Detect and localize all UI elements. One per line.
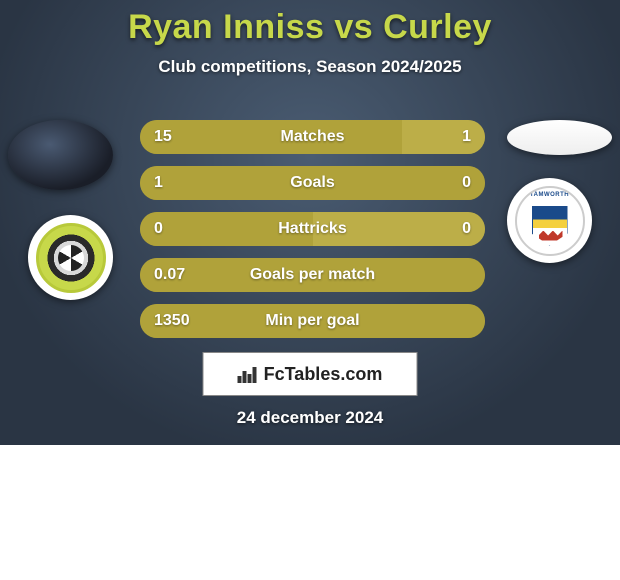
club-right-label: TAMWORTH xyxy=(517,192,583,198)
shield-icon xyxy=(532,206,568,246)
comparison-card: Ryan Inniss vs Curley Club competitions,… xyxy=(0,0,620,445)
brand-text: FcTables.com xyxy=(264,364,383,385)
stat-label: Hattricks xyxy=(140,220,485,238)
date-label: 24 december 2024 xyxy=(0,408,620,428)
stat-row: 151Matches xyxy=(140,120,485,154)
club-left-badge xyxy=(28,215,113,300)
stat-label: Matches xyxy=(140,128,485,146)
stat-row: 10Goals xyxy=(140,166,485,200)
forest-green-rovers-icon xyxy=(36,223,106,293)
stat-label: Min per goal xyxy=(140,312,485,330)
stat-label: Goals xyxy=(140,174,485,192)
subtitle: Club competitions, Season 2024/2025 xyxy=(0,57,620,77)
stat-label: Goals per match xyxy=(140,266,485,284)
stat-row: 0.07Goals per match xyxy=(140,258,485,292)
stats-table: 151Matches 10Goals 00Hattricks 0.07Goals pe… xyxy=(140,120,485,350)
club-right-badge: TAMWORTH xyxy=(507,178,592,263)
stat-row: 00Hattricks xyxy=(140,212,485,246)
player-left-avatar xyxy=(8,120,113,190)
tamworth-fc-icon: TAMWORTH xyxy=(515,186,585,256)
page-title: Ryan Inniss vs Curley xyxy=(0,0,620,47)
stat-row: 1350Min per goal xyxy=(140,304,485,338)
player-right-avatar xyxy=(507,120,612,155)
brand-badge[interactable]: FcTables.com xyxy=(203,352,418,396)
bar-chart-icon xyxy=(238,365,258,383)
